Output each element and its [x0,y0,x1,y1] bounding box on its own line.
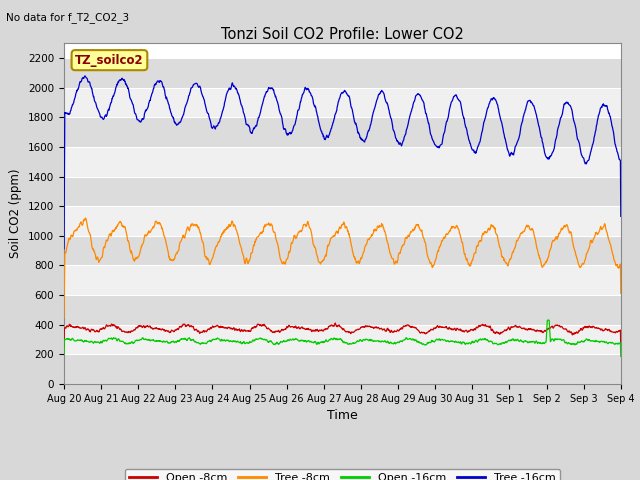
Title: Tonzi Soil CO2 Profile: Lower CO2: Tonzi Soil CO2 Profile: Lower CO2 [221,27,464,42]
Legend: Open -8cm, Tree -8cm, Open -16cm, Tree -16cm: Open -8cm, Tree -8cm, Open -16cm, Tree -… [125,468,560,480]
Bar [64,58,621,88]
Text: No data for f_T2_CO2_3: No data for f_T2_CO2_3 [6,12,129,23]
Bar [64,265,621,295]
Bar [64,325,621,354]
Bar [64,147,621,177]
Text: TZ_soilco2: TZ_soilco2 [75,54,144,67]
Bar [64,295,621,325]
X-axis label: Time: Time [327,409,358,422]
Bar [64,354,621,384]
Bar [64,236,621,265]
Y-axis label: Soil CO2 (ppm): Soil CO2 (ppm) [10,169,22,258]
Bar [64,177,621,206]
Bar [64,206,621,236]
Bar [64,117,621,147]
Bar [64,88,621,117]
